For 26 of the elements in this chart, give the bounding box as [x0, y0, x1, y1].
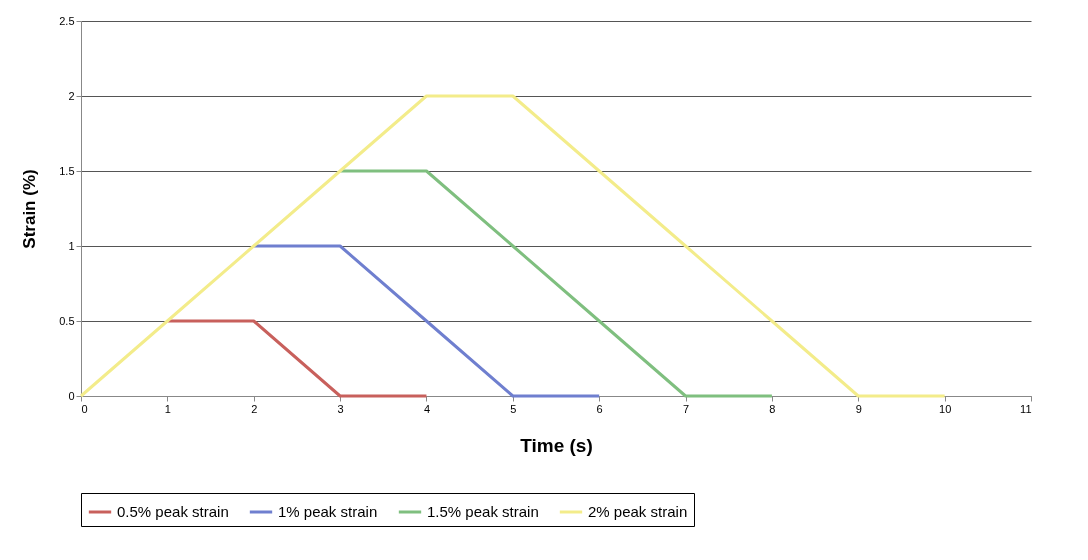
x-tick-label: 8 [769, 402, 776, 415]
line-series [79, 94, 947, 398]
x-tick-label: 0 [81, 402, 88, 415]
y-axis-title: Strain (%) [20, 169, 40, 249]
x-axis-title: Time (s) [520, 434, 593, 456]
y-tick-label: 1.5 [59, 164, 75, 177]
y-tick-label: 0 [68, 389, 75, 402]
x-tick-label: 11 [1020, 402, 1032, 415]
x-tick-label: 10 [939, 402, 952, 415]
x-tick-label: 1 [164, 402, 171, 415]
legend-label: 1% peak strain [278, 503, 378, 520]
y-tick-label: 1 [68, 239, 75, 252]
x-tick-label: 7 [682, 402, 690, 415]
x-tick-label: 2 [251, 402, 258, 415]
x-tick-label: 6 [596, 402, 603, 415]
x-tick-label: 3 [337, 402, 344, 415]
legend-label: 2% peak strain [588, 503, 688, 520]
x-tick-label: 5 [510, 402, 517, 415]
x-tick-label: 4 [423, 402, 431, 415]
legend-label: 0.5% peak strain [117, 503, 229, 520]
y-tick-label: 2 [68, 89, 75, 102]
x-tick-label: 9 [855, 402, 862, 415]
y-tick-label: 0.5 [59, 314, 75, 327]
legend-label: 1.5% peak strain [427, 503, 539, 520]
line-series [338, 169, 774, 398]
y-tick-label: 2.5 [59, 14, 75, 27]
